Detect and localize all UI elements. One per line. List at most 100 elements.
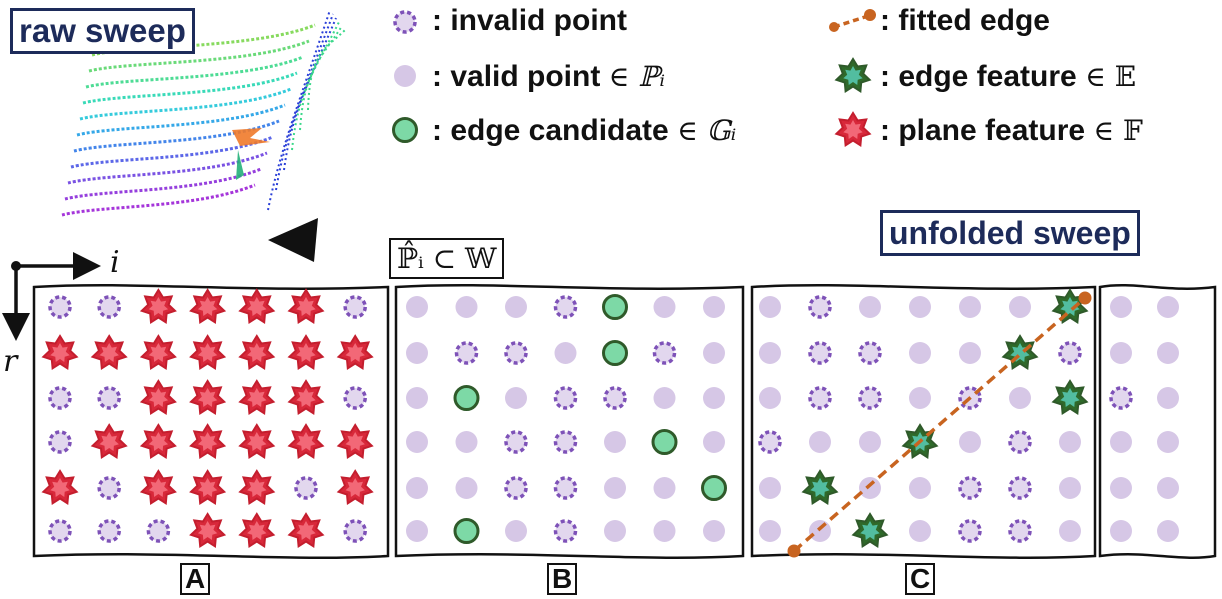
- legend-plane-feature: : plane feature ∈ 𝔽: [880, 114, 1143, 148]
- grid-point: [1059, 520, 1081, 542]
- panel-label-c: C: [905, 563, 936, 595]
- grid-point: [653, 387, 676, 409]
- grid-point: [1051, 379, 1089, 416]
- grid-point: [553, 386, 578, 410]
- grid-point: [406, 296, 428, 318]
- grid-point: [336, 334, 374, 371]
- grid-point: [602, 340, 628, 366]
- grid-point: [859, 431, 881, 453]
- grid-point: [238, 334, 276, 371]
- grid-point: [406, 431, 428, 453]
- grid-point: [455, 431, 478, 453]
- grid-point: [602, 294, 628, 320]
- legend-invalid-icon: [393, 10, 417, 34]
- grid-point: [406, 520, 428, 542]
- grid-point: [238, 288, 276, 325]
- grid-point: [1008, 519, 1032, 543]
- grid-point: [504, 476, 528, 500]
- grid-point: [653, 520, 676, 542]
- panel-label-b: B: [547, 563, 578, 595]
- grid-point: [604, 520, 626, 542]
- grid-point: [651, 429, 678, 455]
- grid-point: [1157, 477, 1179, 499]
- grid-point: [603, 386, 627, 410]
- legend-valid-icon: [394, 65, 416, 87]
- grid-point: [97, 519, 121, 543]
- grid-point: [189, 512, 227, 549]
- grid-point: [504, 341, 528, 365]
- grid-point: [336, 469, 374, 506]
- grid-point: [809, 431, 831, 453]
- grid-point: [808, 386, 832, 410]
- raw-sweep-point-cloud: [61, 9, 346, 217]
- grid-point: [343, 386, 367, 410]
- grid-point: [1110, 520, 1132, 542]
- grid-point: [90, 423, 128, 460]
- grid-point: [238, 512, 276, 549]
- grid-point: [703, 520, 725, 542]
- grid-point: [653, 477, 676, 499]
- grid-point: [909, 477, 931, 499]
- axis-i-label: i: [110, 245, 120, 280]
- grid-point: [336, 423, 374, 460]
- grid-point: [604, 477, 626, 499]
- grid-point: [759, 387, 781, 409]
- set-label: ℙ̂ᵢ ⊂ 𝕎: [389, 238, 505, 279]
- legend-symbols: [392, 9, 876, 148]
- axis-r-label: r: [3, 344, 18, 379]
- grid-point: [287, 334, 325, 371]
- grid-point: [504, 430, 528, 454]
- grid-point: [453, 518, 480, 544]
- grid-point: [808, 295, 832, 319]
- grid-point: [653, 296, 676, 318]
- grid-point: [287, 512, 325, 549]
- legend-edge-feature: : edge feature ∈ 𝔼: [880, 60, 1136, 94]
- grid-point: [759, 477, 781, 499]
- grid-point: [553, 430, 578, 454]
- grid-point: [189, 469, 227, 506]
- grid-point: [97, 476, 121, 500]
- legend-candidate-math: ∈ 𝔾ᵢ: [677, 114, 737, 147]
- grid-point: [959, 431, 981, 453]
- legend-candidate: : edge candidate ∈ 𝔾ᵢ: [432, 114, 736, 148]
- panel-d: [1098, 284, 1217, 559]
- grid-point: [1110, 477, 1132, 499]
- grid-point: [553, 519, 578, 543]
- legend-edge-math: ∈ 𝔼: [1085, 60, 1137, 93]
- panel-b: [394, 284, 745, 559]
- grid-point: [759, 296, 781, 318]
- grid-point: [604, 431, 626, 453]
- grid-point: [1157, 431, 1179, 453]
- grid-point: [1009, 387, 1031, 409]
- legend-plane-label: : plane feature: [880, 114, 1086, 147]
- grid-point: [1008, 430, 1032, 454]
- grid-point: [343, 519, 367, 543]
- axis-arrows: [2, 252, 101, 341]
- grid-point: [343, 295, 367, 319]
- grid-point: [453, 385, 480, 411]
- grid-point: [41, 334, 79, 371]
- legend-fitted: : fitted edge: [880, 4, 1050, 37]
- grid-point: [189, 334, 227, 371]
- grid-point: [139, 288, 177, 325]
- grid-point: [48, 386, 72, 410]
- grid-point: [146, 519, 171, 543]
- grid-point: [909, 296, 931, 318]
- grid-point: [97, 295, 121, 319]
- grid-point: [1110, 431, 1132, 453]
- grid-point: [958, 519, 982, 543]
- grid-point: [1059, 477, 1081, 499]
- grid-point: [703, 431, 725, 453]
- grid-point: [406, 387, 428, 409]
- grid-point: [48, 295, 72, 319]
- grid-point: [858, 341, 882, 365]
- legend-fitted-icon: [829, 9, 876, 32]
- grid-point: [41, 469, 79, 506]
- unfolded-sweep-title: unfolded sweep: [880, 210, 1140, 256]
- legend-invalid: : invalid point: [432, 4, 627, 37]
- grid-point: [759, 520, 781, 542]
- grid-point: [703, 387, 725, 409]
- legend-plane-feature-icon: [834, 111, 872, 148]
- unfold-pointer-icon: [268, 218, 318, 262]
